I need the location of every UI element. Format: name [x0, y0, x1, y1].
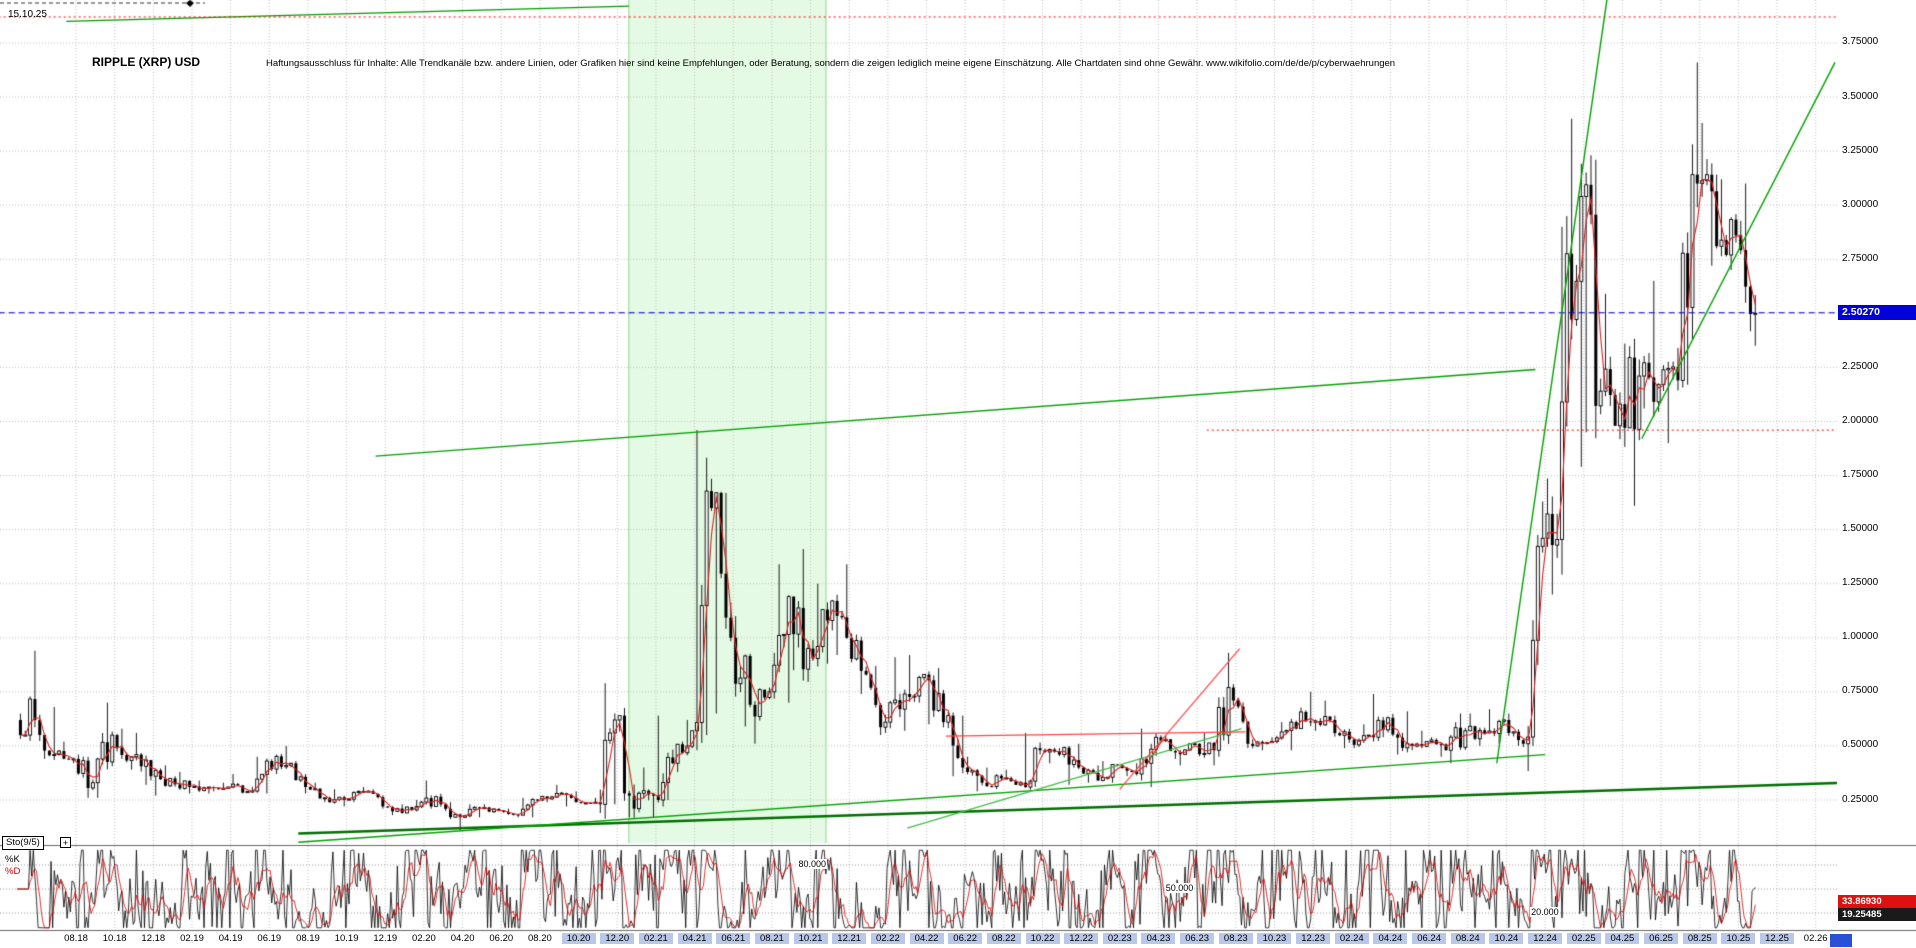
price-axis-label: 3.00000 — [1842, 198, 1879, 210]
x-axis-label: 10.20 — [561, 933, 596, 944]
x-axis-label: 08.18 — [64, 933, 88, 944]
x-axis-label: 06.22 — [948, 933, 983, 944]
price-axis-label: 1.75000 — [1842, 469, 1879, 481]
x-axis-label: 04.22 — [909, 933, 944, 944]
cursor-date-label: 15.10.25 — [8, 9, 47, 20]
x-axis-label: 02.26 — [1803, 933, 1828, 944]
disclaimer-text: Haftungsausschluss für Inhalte: Alle Tre… — [266, 58, 1396, 69]
x-axis-label: 02.25 — [1566, 933, 1601, 944]
x-axis-label: 06.23 — [1180, 933, 1215, 944]
x-axis-label: 06.21 — [716, 933, 751, 944]
x-axis-label: 10.22 — [1025, 933, 1060, 944]
x-axis-label: 02.23 — [1102, 933, 1137, 944]
x-axis-label: 04.20 — [450, 933, 475, 944]
sto-level-label: 80.000 — [797, 859, 827, 869]
x-axis-label: 12.20 — [600, 933, 635, 944]
x-axis-label: 06.19 — [257, 933, 282, 944]
stochastic-d-value-badge: 19.25485 — [1838, 907, 1916, 921]
x-axis-label: 02.22 — [870, 933, 905, 944]
x-axis-label: 08.24 — [1450, 933, 1485, 944]
x-axis-label: 10.24 — [1489, 933, 1524, 944]
x-axis-label: 04.25 — [1605, 933, 1640, 944]
x-axis-label: 08.25 — [1682, 933, 1717, 944]
sto-level-label: 20.000 — [1530, 907, 1560, 917]
price-axis-label: 1.00000 — [1842, 631, 1879, 643]
x-axis-label: 10.21 — [793, 933, 828, 944]
x-axis-label: 06.24 — [1412, 933, 1447, 944]
stochastic-k-label: %K — [5, 854, 20, 865]
price-axis-label: 2.00000 — [1842, 414, 1879, 426]
price-axis-label: 1.50000 — [1842, 523, 1879, 535]
price-axis-label: 2.75000 — [1842, 252, 1879, 264]
price-axis-label: 3.75000 — [1842, 36, 1879, 48]
price-axis-label: 0.25000 — [1842, 793, 1879, 805]
chart-title: RIPPLE (XRP) USD — [92, 55, 201, 69]
x-axis-label: 10.25 — [1721, 933, 1756, 944]
price-axis-label: 3.25000 — [1842, 144, 1879, 156]
x-axis-label: 12.21 — [832, 933, 867, 944]
stochastic-indicator-label[interactable]: Sto(9/5) — [2, 836, 44, 850]
x-axis-label: 08.21 — [754, 933, 789, 944]
x-axis-label: 10.19 — [334, 933, 359, 944]
x-axis-label: 12.24 — [1528, 933, 1563, 944]
indicator-expand-button[interactable]: + — [60, 837, 71, 848]
price-axis-label: 0.75000 — [1842, 685, 1879, 697]
x-axis-label: 08.23 — [1218, 933, 1253, 944]
x-axis-label: 02.19 — [180, 933, 204, 944]
price-axis-label: 3.50000 — [1842, 90, 1879, 102]
x-axis-label: 02.24 — [1334, 933, 1369, 944]
x-axis-label: 06.20 — [489, 933, 514, 944]
stochastic-k-value-badge: 33.86930 — [1838, 894, 1916, 908]
x-axis-label: 08.20 — [528, 933, 552, 944]
x-axis-label: 12.23 — [1296, 933, 1331, 944]
sto-level-label: 50.000 — [1164, 883, 1195, 893]
x-axis-label: 02.21 — [638, 933, 673, 944]
current-price-badge: 2.50270 — [1838, 305, 1916, 321]
x-axis-label: 04.21 — [677, 933, 712, 944]
x-axis-label: 04.23 — [1141, 933, 1176, 944]
x-axis-label: 12.18 — [141, 933, 166, 944]
x-axis-label: 08.22 — [986, 933, 1021, 944]
stochastic-d-label: %D — [5, 866, 21, 877]
price-axis-label: 0.50000 — [1842, 739, 1879, 751]
x-axis-label: 12.22 — [1064, 933, 1099, 944]
x-axis-label: 10.23 — [1257, 933, 1292, 944]
price-axis-label: 2.25000 — [1842, 360, 1879, 372]
x-axis-label: 10.18 — [102, 933, 127, 944]
x-axis-label: 12.19 — [373, 933, 398, 944]
price-axis-label: 1.25000 — [1842, 577, 1879, 589]
x-axis-label: 04.24 — [1373, 933, 1408, 944]
x-axis-label: 02.20 — [412, 933, 436, 944]
x-axis-label: 04.19 — [218, 933, 243, 944]
x-axis-label: 12.25 — [1760, 933, 1795, 944]
x-axis-label: 08.19 — [296, 933, 320, 944]
scrollbar-corner[interactable] — [1830, 934, 1852, 947]
x-axis-label: 06.25 — [1644, 933, 1679, 944]
